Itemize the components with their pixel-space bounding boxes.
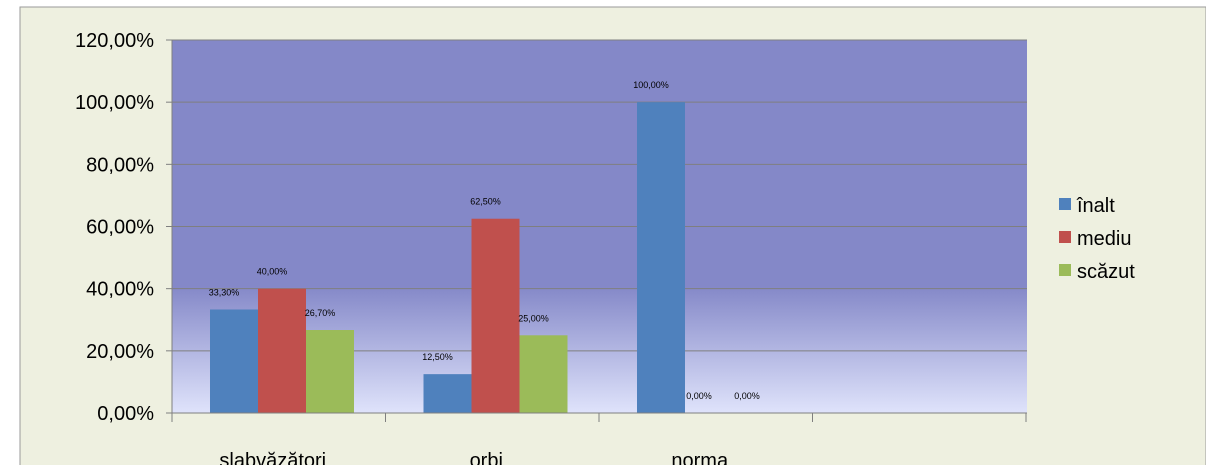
legend-swatch-scazut [1059, 264, 1071, 276]
bar-scazut-slabvazatori [306, 330, 354, 413]
y-tick-label: 0,00% [97, 403, 154, 425]
axes [166, 39, 1027, 422]
bars [210, 102, 685, 414]
gridlines [172, 39, 1027, 352]
legend-label: scăzut [1077, 261, 1135, 283]
bar-scazut-orbi [519, 335, 568, 413]
legend-swatch-mediu [1059, 231, 1071, 243]
x-category-label: orbi [470, 450, 503, 465]
bar-inalt-orbi [423, 374, 472, 413]
bar-inalt-slabvazatori [210, 309, 258, 413]
legend-label: înalt [1076, 195, 1115, 217]
bar-inalt-norma [637, 102, 685, 414]
data-label: 0,00% [734, 391, 760, 401]
legend-swatch-inalt [1059, 198, 1071, 210]
y-tick-label: 20,00% [86, 341, 154, 363]
y-tick-label: 100,00% [75, 92, 154, 114]
data-label: 0,00% [686, 391, 712, 401]
data-label: 62,50% [470, 197, 501, 207]
y-tick-label: 60,00% [86, 217, 154, 239]
data-label: 25,00% [518, 313, 549, 323]
legend: înalt mediu scăzut [1059, 195, 1135, 283]
y-tick-label: 120,00% [75, 30, 154, 52]
data-label: 100,00% [633, 80, 669, 90]
legend-label: mediu [1077, 228, 1131, 250]
bar-mediu-orbi [471, 218, 520, 413]
x-category-label: norma [671, 450, 729, 465]
data-label: 40,00% [257, 267, 288, 277]
bar-mediu-slabvazatori [258, 288, 306, 413]
data-label: 26,70% [305, 308, 336, 318]
data-label: 12,50% [422, 352, 453, 362]
labels: 0,00% 20,00% 40,00% 60,00% 80,00% 100,00% 120,… [75, 30, 760, 465]
y-tick-label: 40,00% [86, 279, 154, 301]
x-category-label: slabvăzători [219, 450, 326, 465]
data-label: 33,30% [209, 287, 240, 297]
y-tick-label: 80,00% [86, 154, 154, 176]
